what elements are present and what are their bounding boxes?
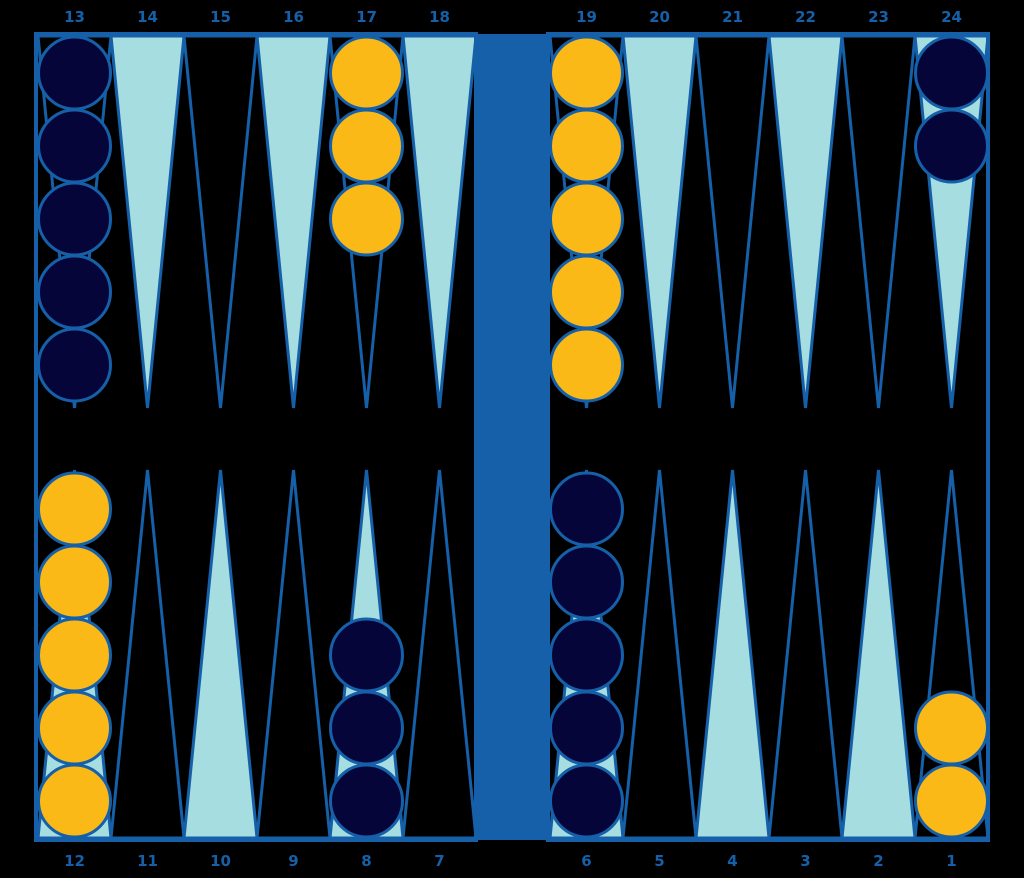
dark-checker[interactable] <box>329 617 404 693</box>
dark-checker[interactable] <box>37 327 112 403</box>
dark-checker[interactable] <box>37 181 112 257</box>
dark-checker[interactable] <box>549 763 624 839</box>
dark-checker[interactable] <box>37 35 112 111</box>
light-checker[interactable] <box>549 35 624 111</box>
point-number-label: 24 <box>941 8 962 26</box>
center-bar[interactable] <box>476 34 548 840</box>
point-number-label: 3 <box>800 852 810 870</box>
point-number-label: 17 <box>356 8 377 26</box>
point-number-label: 9 <box>288 852 298 870</box>
light-checker[interactable] <box>329 181 404 257</box>
point-number-label: 23 <box>868 8 889 26</box>
point-number-label: 16 <box>283 8 304 26</box>
point-number-label: 14 <box>137 8 158 26</box>
point-number-label: 8 <box>361 852 371 870</box>
light-checker[interactable] <box>549 327 624 403</box>
point-number-label: 19 <box>576 8 597 26</box>
point-number-label: 18 <box>429 8 450 26</box>
point-number-label: 21 <box>722 8 743 26</box>
point-number-label: 2 <box>873 852 883 870</box>
light-checker[interactable] <box>914 690 989 766</box>
point-number-label: 4 <box>727 852 737 870</box>
light-checker[interactable] <box>37 617 112 693</box>
light-checker[interactable] <box>549 108 624 184</box>
dark-checker[interactable] <box>549 544 624 620</box>
point-number-label: 13 <box>64 8 85 26</box>
dark-checker[interactable] <box>549 690 624 766</box>
point-number-label: 7 <box>434 852 444 870</box>
dark-checker[interactable] <box>37 254 112 330</box>
dark-checker[interactable] <box>329 690 404 766</box>
checkers-layer <box>37 35 989 839</box>
dark-checker[interactable] <box>329 763 404 839</box>
light-checker[interactable] <box>37 763 112 839</box>
point-number-label: 10 <box>210 852 231 870</box>
dark-checker[interactable] <box>914 35 989 111</box>
light-checker[interactable] <box>549 181 624 257</box>
light-checker[interactable] <box>37 471 112 547</box>
point-number-label: 11 <box>137 852 158 870</box>
dark-checker[interactable] <box>549 617 624 693</box>
point-number-label: 1 <box>946 852 956 870</box>
light-checker[interactable] <box>329 35 404 111</box>
dark-checker[interactable] <box>37 108 112 184</box>
light-checker[interactable] <box>914 763 989 839</box>
light-checker[interactable] <box>37 544 112 620</box>
light-checker[interactable] <box>549 254 624 330</box>
point-number-label: 15 <box>210 8 231 26</box>
light-checker[interactable] <box>37 690 112 766</box>
point-number-label: 12 <box>64 852 85 870</box>
point-number-label: 20 <box>649 8 670 26</box>
dark-checker[interactable] <box>914 108 989 184</box>
dark-checker[interactable] <box>549 471 624 547</box>
point-number-label: 22 <box>795 8 816 26</box>
point-number-label: 6 <box>581 852 591 870</box>
light-checker[interactable] <box>329 108 404 184</box>
point-number-label: 5 <box>654 852 664 870</box>
